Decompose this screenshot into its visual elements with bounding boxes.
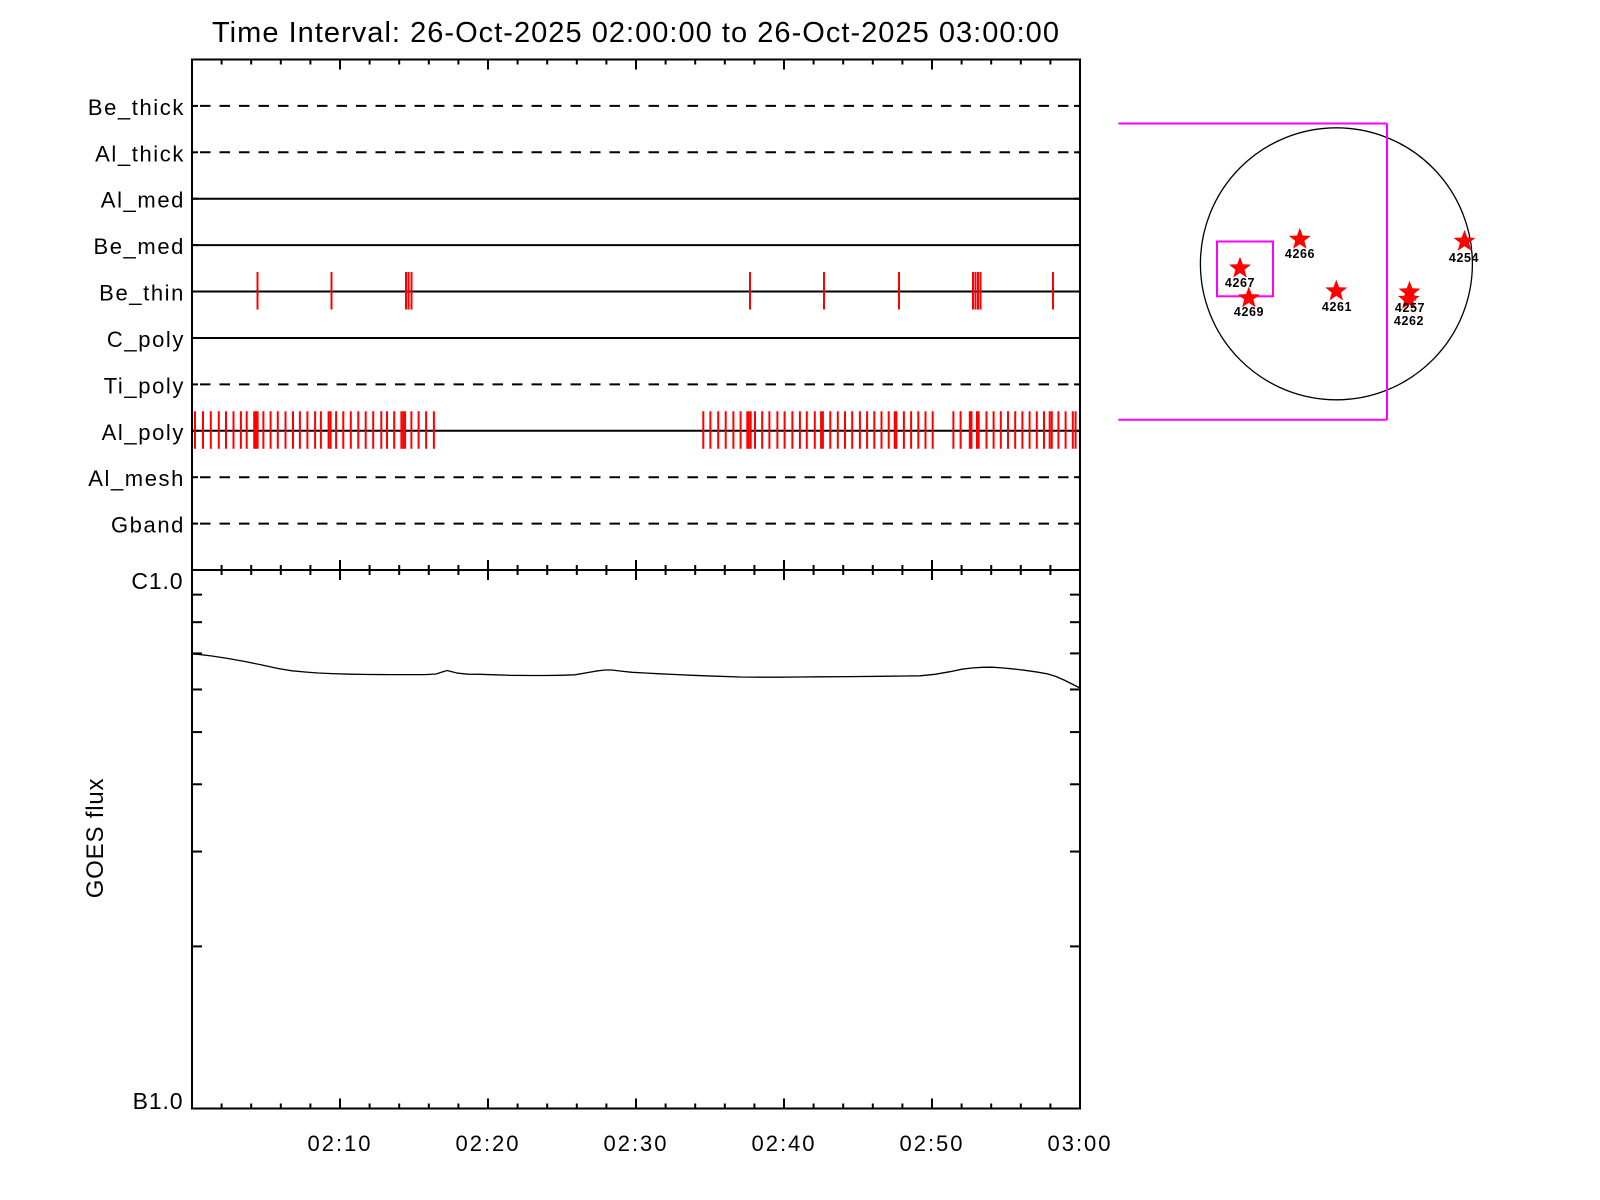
svg-text:Be_thick: Be_thick [88, 95, 185, 120]
svg-text:02:20: 02:20 [455, 1131, 520, 1156]
svg-text:Ti_poly: Ti_poly [104, 373, 185, 398]
svg-text:03:00: 03:00 [1047, 1131, 1112, 1156]
svg-text:Al_poly: Al_poly [102, 420, 185, 445]
svg-text:C1.0: C1.0 [131, 568, 183, 594]
svg-text:Be_thin: Be_thin [99, 281, 185, 306]
svg-text:Gband: Gband [111, 513, 185, 538]
svg-text:Al_med: Al_med [101, 188, 185, 213]
svg-text:02:10: 02:10 [307, 1131, 372, 1156]
svg-text:02:30: 02:30 [603, 1131, 668, 1156]
svg-text:02:50: 02:50 [899, 1131, 964, 1156]
svg-text:GOES flux: GOES flux [82, 778, 109, 899]
svg-text:4257: 4257 [1395, 301, 1425, 315]
svg-text:4269: 4269 [1234, 305, 1264, 319]
svg-text:02:40: 02:40 [751, 1131, 816, 1156]
svg-text:4261: 4261 [1322, 300, 1352, 314]
svg-text:4262: 4262 [1394, 314, 1424, 328]
svg-text:Be_med: Be_med [93, 234, 185, 259]
svg-text:4254: 4254 [1449, 251, 1479, 265]
svg-text:C_poly: C_poly [107, 327, 185, 352]
svg-text:B1.0: B1.0 [133, 1088, 184, 1114]
svg-text:4266: 4266 [1285, 247, 1315, 261]
svg-text:4267: 4267 [1225, 276, 1255, 290]
svg-text:Al_thick: Al_thick [95, 141, 185, 166]
svg-text:Al_mesh: Al_mesh [88, 466, 185, 491]
svg-text:Time Interval: 26-Oct-2025 02:: Time Interval: 26-Oct-2025 02:00:00 to 2… [212, 17, 1060, 49]
